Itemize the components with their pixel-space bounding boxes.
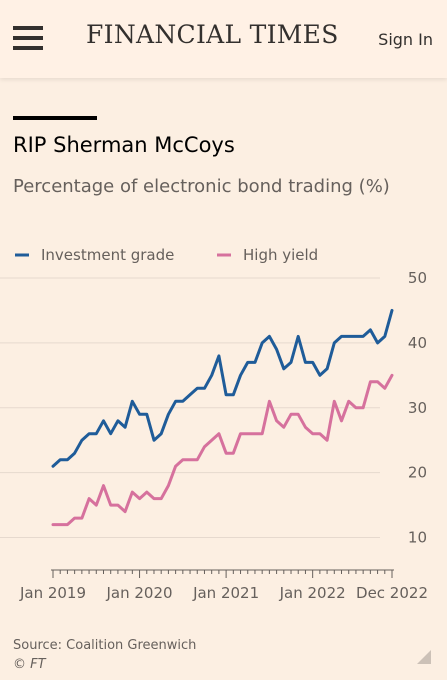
series-lines (51, 308, 394, 527)
chart-title: RIP Sherman McCoys (13, 133, 235, 157)
x-tick-label: Jan 2021 (192, 584, 259, 602)
x-tick-label: Jan 2019 (19, 584, 86, 602)
title-rule (13, 116, 97, 120)
x-tick-label: Jan 2020 (106, 584, 173, 602)
x-tick-label: Jan 2022 (279, 584, 346, 602)
series-line-investment-grade (51, 308, 394, 468)
y-tick-label: 50 (408, 269, 427, 287)
hamburger-bar (13, 26, 43, 30)
chart-subtitle: Percentage of electronic bond trading (%… (13, 176, 390, 197)
y-tick-label: 30 (408, 399, 427, 417)
corner-fold-icon (417, 650, 431, 664)
copyright-note: © FT (13, 657, 46, 672)
y-tick-label: 20 (408, 464, 427, 482)
sign-in-link[interactable]: Sign In (378, 30, 433, 49)
hamburger-bar (13, 36, 43, 40)
hamburger-bar (13, 46, 43, 50)
x-tick-label: Dec 2022 (356, 584, 428, 602)
grid: 10 20 30 40 50 (0, 269, 427, 547)
series-line-high-yield (51, 373, 394, 527)
masthead-logo[interactable]: FINANCIAL TIMES (86, 20, 339, 49)
y-tick-label: 40 (408, 334, 427, 352)
legend-label: Investment grade (41, 246, 174, 264)
legend: Investment grade High yield (15, 246, 318, 264)
site-header: FINANCIAL TIMES Sign In (0, 0, 447, 78)
line-chart: Investment grade High yield 10 20 30 40 50 Ja… (0, 246, 428, 602)
x-axis: Jan 2019 Jan 2020 Jan 2021 Jan 2022 Dec 2022 (19, 569, 428, 602)
y-tick-label: 10 (408, 529, 427, 547)
legend-label: High yield (243, 246, 318, 264)
source-note: Source: Coalition Greenwich (13, 638, 197, 653)
hamburger-icon[interactable] (13, 26, 43, 50)
